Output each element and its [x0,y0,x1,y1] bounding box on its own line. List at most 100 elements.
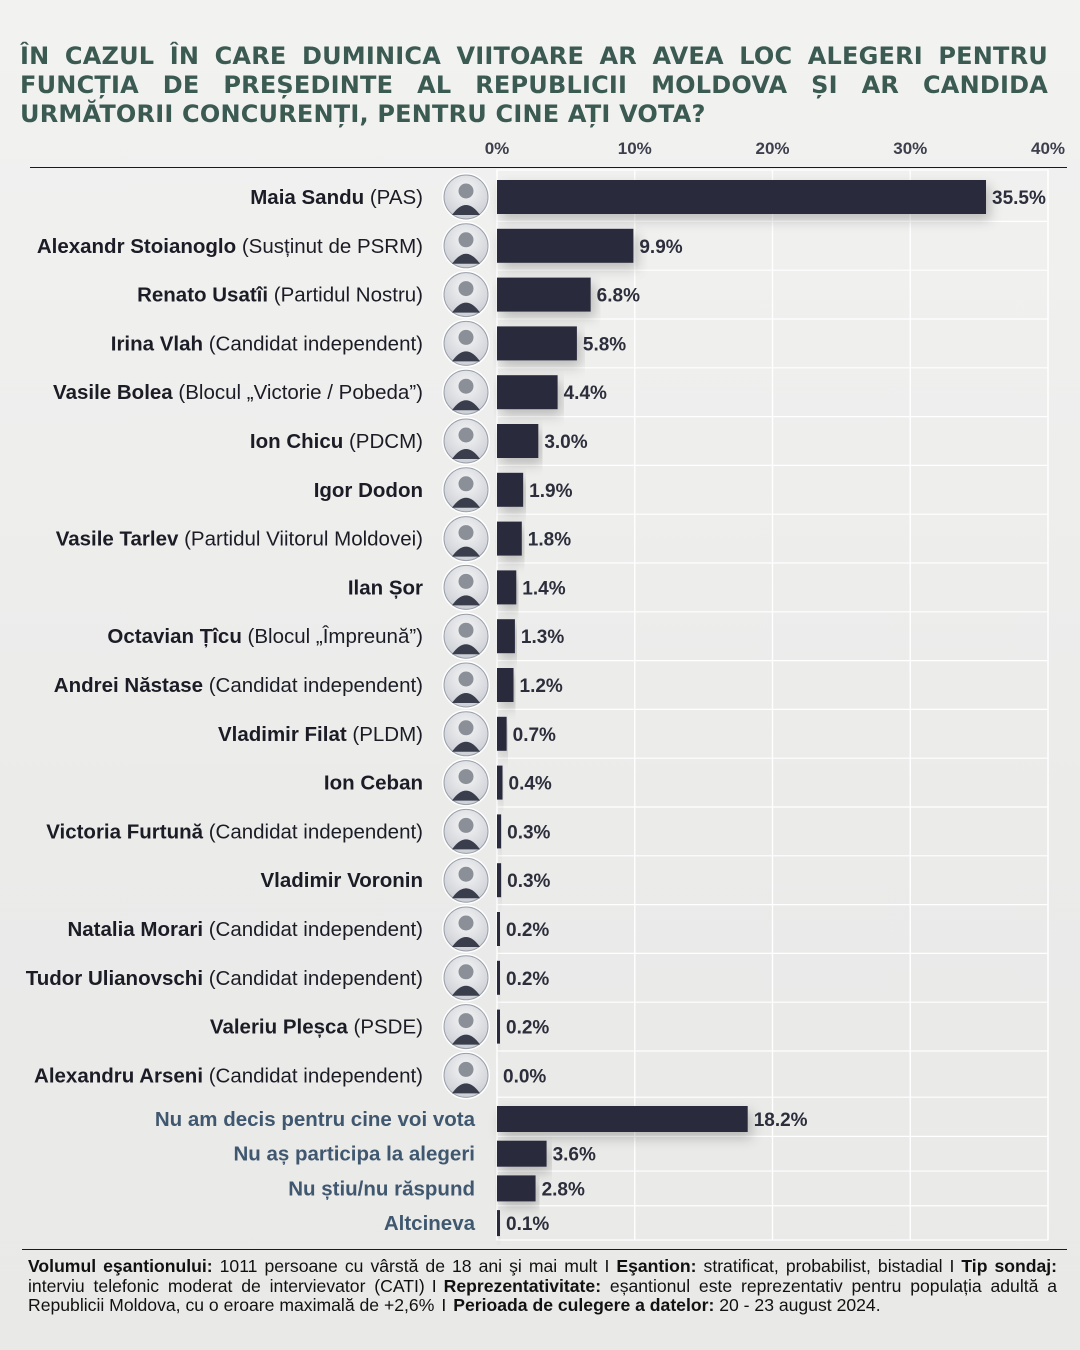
data-label: 1.4% [522,578,565,599]
chart-row: Altcineva 0.1% [384,1210,549,1237]
candidate-photo-icon [442,368,490,417]
category-label: Natalia Morari (Candidat independent) [67,918,423,941]
sample-size-label: Volumul eşantionului: [28,1256,213,1276]
collection-period-label: Perioada de culegere a datelor: [453,1295,715,1315]
data-label: 6.8% [597,286,640,307]
bar [497,180,987,214]
candidate-name: Irina Vlah [111,332,203,355]
category-label: Vasile Tarlev (Partidul Viitorul Moldove… [56,528,423,551]
data-label: 2.8% [542,1179,585,1200]
candidate-name: Octavian Țîcu [107,625,241,648]
chart-row: Nu aș participa la alegeri 3.6% [233,1140,596,1167]
chart-row: Valeriu Pleșca (PSDE) 0.2% [210,1002,549,1051]
bar [497,326,577,361]
bar [497,228,634,263]
candidate-name: Valeriu Pleșca [210,1016,349,1039]
candidate-name: Vladimir Voronin [261,869,424,892]
candidate-party: (PAS) [364,186,423,209]
category-label: Ion Chicu (PDCM) [250,430,423,453]
candidate-photo-icon [442,953,490,1002]
candidate-photo-icon [442,905,490,953]
candidate-party: (PDCM) [343,430,423,453]
candidate-photo-icon [442,612,490,661]
x-tick-label: 20% [755,139,789,158]
category-label: Valeriu Pleșca (PSDE) [210,1016,423,1039]
candidate-name: Victoria Furtună [46,820,203,843]
gridlines [496,169,1049,1241]
chart-row: Octavian Țîcu (Blocul „Împreună”) 1.3% [107,612,564,661]
bar-chart: 0% 10% 20% 30% 40% Maia Sandu (PAS) 35.5% Alex… [25,139,1066,1241]
bar [497,1175,536,1202]
bar [497,765,503,800]
candidate-name: Alexandru Arseni [34,1064,203,1087]
candidate-photo-icon [442,514,490,563]
chart-row: Ion Chicu (PDCM) 3.0% [250,417,588,465]
category-label: Igor Dodon [314,479,423,502]
data-label: 0.0% [503,1066,546,1087]
data-label: 0.2% [506,1018,549,1039]
category-label: Vasile Bolea (Blocul „Victorie / Pobeda”… [53,381,423,404]
candidate-name: Natalia Morari [67,918,203,941]
category-label: Alexandr Stoianoglo (Susținut de PSRM) [37,235,423,258]
candidate-party: (PSDE) [348,1016,423,1039]
category-label: Maia Sandu (PAS) [250,186,423,209]
bar [497,668,514,702]
candidate-photo-icon [442,319,490,368]
chart-row: Alexandr Stoianoglo (Susținut de PSRM) 9.… [37,221,683,270]
chart-row: Irina Vlah (Candidat independent) 5.8% [111,319,626,368]
bar [497,960,500,995]
category-label: Andrei Năstase (Candidat independent) [54,674,423,697]
candidate-party: (Candidat independent) [203,918,423,941]
data-label: 1.2% [520,676,563,697]
category-label: Alexandru Arseni (Candidat independent) [34,1064,423,1087]
candidate-name: Renato Usatîi [137,284,268,307]
candidate-party: (Blocul „Victorie / Pobeda”) [173,381,423,404]
category-label: Octavian Țîcu (Blocul „Împreună”) [107,625,423,648]
bar [497,1106,748,1132]
sample-size-value: 1011 persoane cu vârstă de 18 ani şi mai… [219,1256,598,1276]
category-label: Renato Usatîi (Partidul Nostru) [137,284,423,307]
x-tick-label: 0% [485,139,510,158]
data-label: 1.8% [528,530,571,551]
title-divider [30,167,1067,168]
bar [497,814,502,849]
candidate-party: (PLDM) [347,723,423,746]
survey-type-value: interviu telefonic moderat de intervieva… [28,1275,425,1296]
candidate-name: Alexandr Stoianoglo [37,235,236,258]
collection-period-value: 20 - 23 august 2024. [719,1295,881,1315]
candidate-photo-icon [442,709,490,758]
data-label: 5.8% [583,334,626,355]
category-label: Ion Ceban [324,772,423,795]
bar [497,716,507,751]
candidate-photo-icon [442,758,490,807]
category-label: Nu aș participa la alegeri [233,1143,475,1166]
category-label: Ilan Șor [348,576,423,599]
candidate-photo-icon [442,417,490,465]
candidate-photo-icon [442,1002,490,1051]
data-label: 0.7% [513,725,556,746]
candidate-photo-icon [442,856,490,905]
data-label: 0.1% [506,1214,549,1235]
chart-title: ÎN CAZUL ÎN CARE DUMINICA VIITOARE AR AV… [20,42,1048,128]
candidate-name: Vasile Bolea [53,381,173,404]
data-label: 9.9% [639,237,682,258]
representativeness-value: eșantionul este reprezentativ pentru pop… [28,1275,1057,1315]
candidate-name: Maia Sandu [250,186,364,209]
data-label: 0.2% [506,920,549,941]
separator: I [441,1295,447,1315]
data-label: 35.5% [992,188,1046,209]
bar [497,1210,500,1237]
candidate-photo-icon [442,807,490,856]
candidate-party: (Candidat independent) [203,967,423,990]
bar [497,277,591,312]
bar [497,472,524,507]
candidate-name: Tudor Ulianovschi [26,967,203,990]
chart-row: Vladimir Filat (PLDM) 0.7% [218,709,556,758]
data-label: 4.4% [564,383,607,404]
bar [497,424,539,458]
data-label: 1.9% [529,481,572,502]
sampling-value: stratificat, probabilist, bistadial [703,1256,943,1276]
chart-row: Nu am decis pentru cine voi vota 18.2% [155,1106,808,1132]
bar [497,912,500,946]
chart-row: Tudor Ulianovschi (Candidat independent)… [26,953,549,1002]
